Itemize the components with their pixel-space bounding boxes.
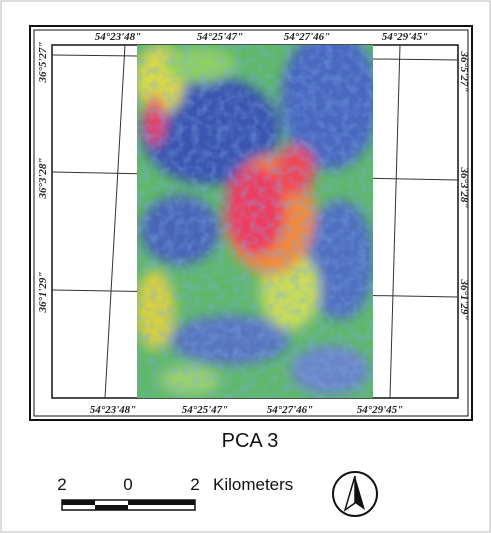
map-page: 54°23'48" 54°25'47" 54°27'46" 54°29'45" 54°2… — [0, 0, 491, 533]
north-arrow — [333, 472, 377, 516]
scale-tick: 0 — [123, 475, 132, 494]
top-coord-label: 54°27'46" — [284, 31, 331, 43]
bottom-coord-label: 54°23'48" — [90, 404, 137, 416]
left-coord-label: 36°5'27" — [37, 41, 49, 83]
scale-tick: 2 — [190, 475, 199, 494]
top-coord-label: 54°25'47" — [197, 31, 244, 43]
scale-segment — [62, 500, 95, 505]
top-coord-label: 54°29'45" — [382, 31, 429, 43]
scale-unit: Kilometers — [213, 475, 293, 494]
right-coord-label: 36°3'28" — [458, 166, 470, 208]
bottom-coord-label: 54°29'45" — [357, 404, 404, 416]
scale-segment — [95, 505, 128, 510]
top-coord-label: 54°23'48" — [95, 31, 142, 43]
right-coord-label: 36°5'27" — [458, 50, 470, 92]
scale-segment — [128, 500, 195, 505]
bottom-coord-label: 54°27'46" — [267, 404, 314, 416]
pca-raster — [135, 30, 380, 398]
map-title: PCA 3 — [222, 430, 279, 452]
scale-tick: 2 — [57, 475, 66, 494]
bottom-coord-label: 54°25'47" — [182, 404, 229, 416]
left-coord-label: 36°3'28" — [37, 157, 49, 199]
left-coord-label: 36°1'29" — [37, 271, 49, 313]
right-coord-label: 36°1'29" — [458, 278, 470, 320]
